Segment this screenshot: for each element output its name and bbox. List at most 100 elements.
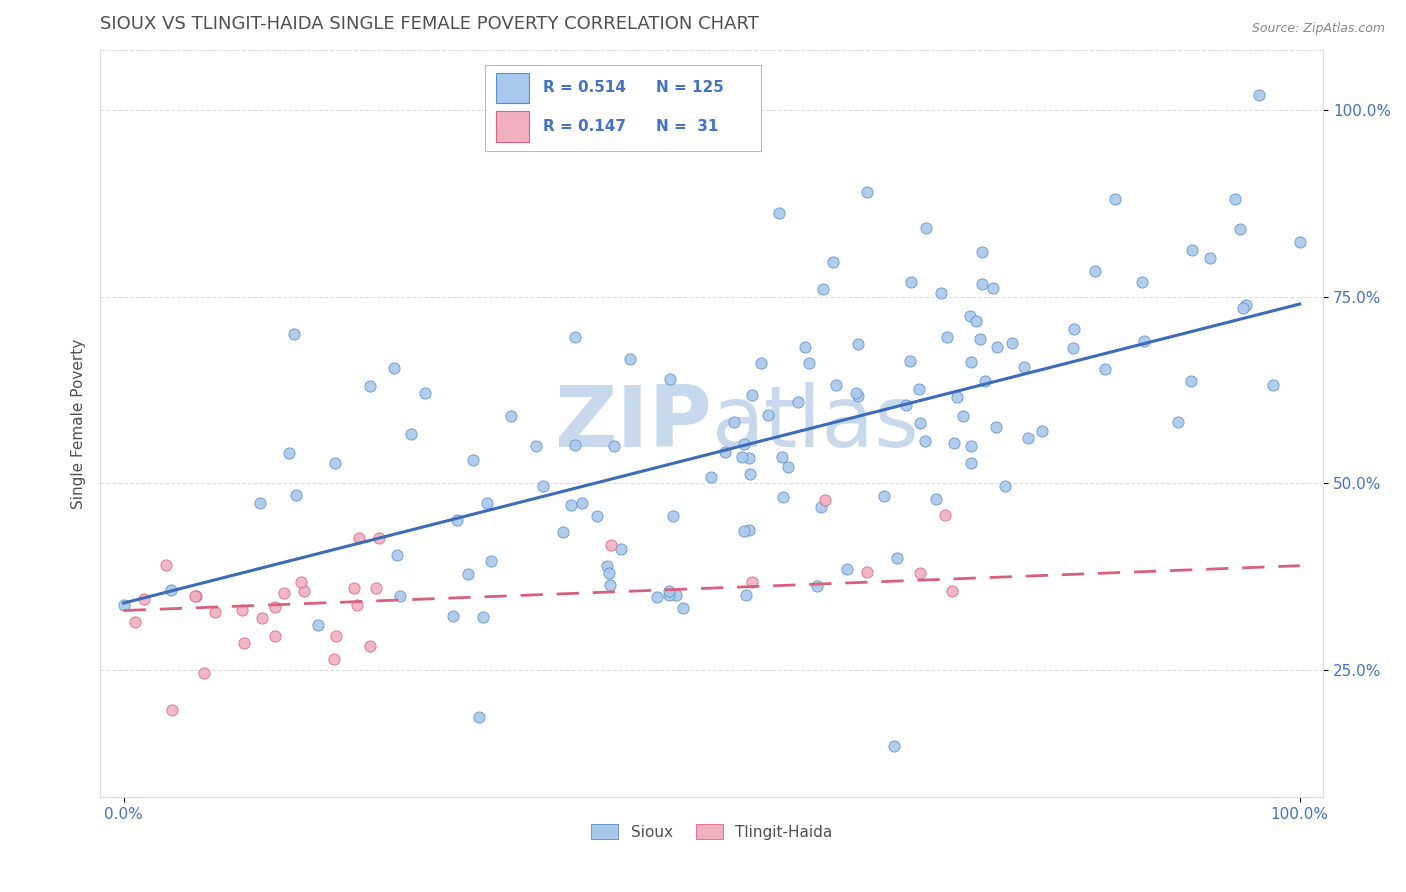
Point [738,450,761,465]
Point [231,602,253,616]
Point [770,450,793,465]
Point [810,500,832,514]
Point [894,399,917,413]
Point [586,509,609,524]
Point [846,337,869,351]
Point [323,456,346,470]
Point [772,491,794,505]
Point [806,579,828,593]
Point [824,377,846,392]
Point [835,562,858,576]
Point [346,598,368,612]
Point [186,589,208,603]
Point [263,600,285,615]
Point [162,702,184,716]
Point [619,352,641,367]
Point [731,450,754,464]
Point [531,479,554,493]
Point [662,509,685,524]
Point [941,584,963,599]
Point [292,583,315,598]
Point [723,415,745,429]
Point [598,566,620,581]
Point [204,605,226,619]
Point [855,185,877,199]
Point [1181,244,1204,258]
Point [1104,192,1126,206]
Text: Source: ZipAtlas.com: Source: ZipAtlas.com [1251,22,1385,36]
Text: SIOUX VS TLINGIT-HAIDA SINGLE FEMALE POVERTY CORRELATION CHART: SIOUX VS TLINGIT-HAIDA SINGLE FEMALE POV… [100,15,759,33]
Point [364,582,387,596]
Point [596,558,619,573]
Text: atlas: atlas [711,382,920,465]
Point [112,598,135,612]
Point [776,459,799,474]
Point [925,492,948,507]
Point [384,361,406,376]
Point [553,524,575,539]
Legend: Sioux, Tlingit-Haida: Sioux, Tlingit-Haida [585,818,838,846]
Point [846,388,869,402]
Point [797,356,820,370]
Point [388,589,411,603]
Point [1180,374,1202,388]
Point [1012,359,1035,374]
Point [1017,431,1039,445]
Point [132,592,155,607]
Point [935,329,957,343]
Point [564,438,586,452]
Point [886,551,908,566]
Point [965,313,987,327]
Point [1288,235,1310,250]
Point [1031,424,1053,438]
Point [984,420,1007,434]
Point [441,609,464,624]
Point [908,382,931,396]
Point [952,409,974,423]
Point [1063,322,1085,336]
Point [560,498,582,512]
Point [155,558,177,573]
Point [325,630,347,644]
Point [900,275,922,289]
Point [468,710,491,724]
Point [571,496,593,510]
Point [934,508,956,523]
Point [733,524,755,539]
Point [873,489,896,503]
Point [446,513,468,527]
Point [658,584,681,599]
Point [658,588,681,602]
Point [160,582,183,597]
Point [367,532,389,546]
Point [959,310,981,324]
Point [960,355,983,369]
Point [610,542,633,557]
Y-axis label: Single Female Poverty: Single Female Poverty [72,339,86,508]
Point [986,340,1008,354]
Point [278,446,301,460]
Point [974,375,997,389]
Point [1133,334,1156,349]
Point [970,245,993,260]
Point [738,524,761,538]
Point [1062,341,1084,355]
Point [124,615,146,629]
Point [1199,251,1222,265]
Point [457,567,479,582]
Point [811,282,834,296]
Point [290,574,312,589]
Point [738,467,761,481]
Point [740,574,762,589]
Point [1084,264,1107,278]
Point [700,469,723,483]
Point [359,379,381,393]
Point [665,588,688,602]
Point [524,439,547,453]
Point [401,426,423,441]
Point [1229,222,1251,236]
Point [814,492,837,507]
Point [908,566,931,581]
Point [959,456,981,470]
Point [994,479,1017,493]
